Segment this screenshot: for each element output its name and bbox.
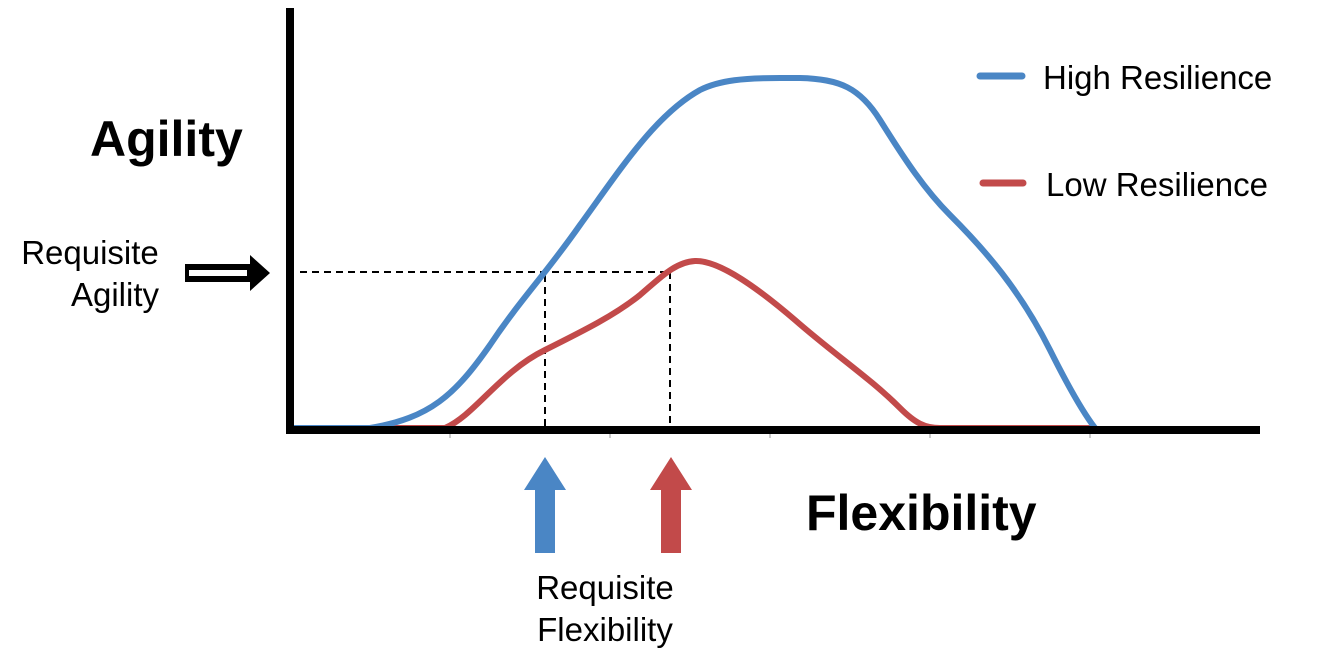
requisite-agility-line-1: Requisite <box>21 234 159 271</box>
legend-high-label: High Resilience <box>1043 59 1273 96</box>
requisite-flexibility-label: Requisite Flexibility <box>505 567 705 651</box>
requisite-flexibility-line-1: Requisite <box>536 569 674 606</box>
x-axis-title: Flexibility <box>806 485 1037 541</box>
low-resilience-curve <box>287 257 1098 431</box>
y-axis-title: Agility <box>90 111 243 167</box>
low-resilience-up-arrow-icon <box>650 457 692 553</box>
high-resilience-up-arrow-icon <box>524 457 566 553</box>
requisite-agility-line-2: Agility <box>70 276 160 313</box>
high-resilience-curve <box>287 75 1098 431</box>
requisite-agility-label: Requisite Agility <box>0 232 180 316</box>
requisite-flexibility-line-2: Flexibility <box>537 611 673 648</box>
x-axis-ticks <box>449 434 1091 438</box>
requisite-agility-arrow-icon <box>185 255 270 291</box>
legend-low-label: Low Resilience <box>1046 166 1268 203</box>
